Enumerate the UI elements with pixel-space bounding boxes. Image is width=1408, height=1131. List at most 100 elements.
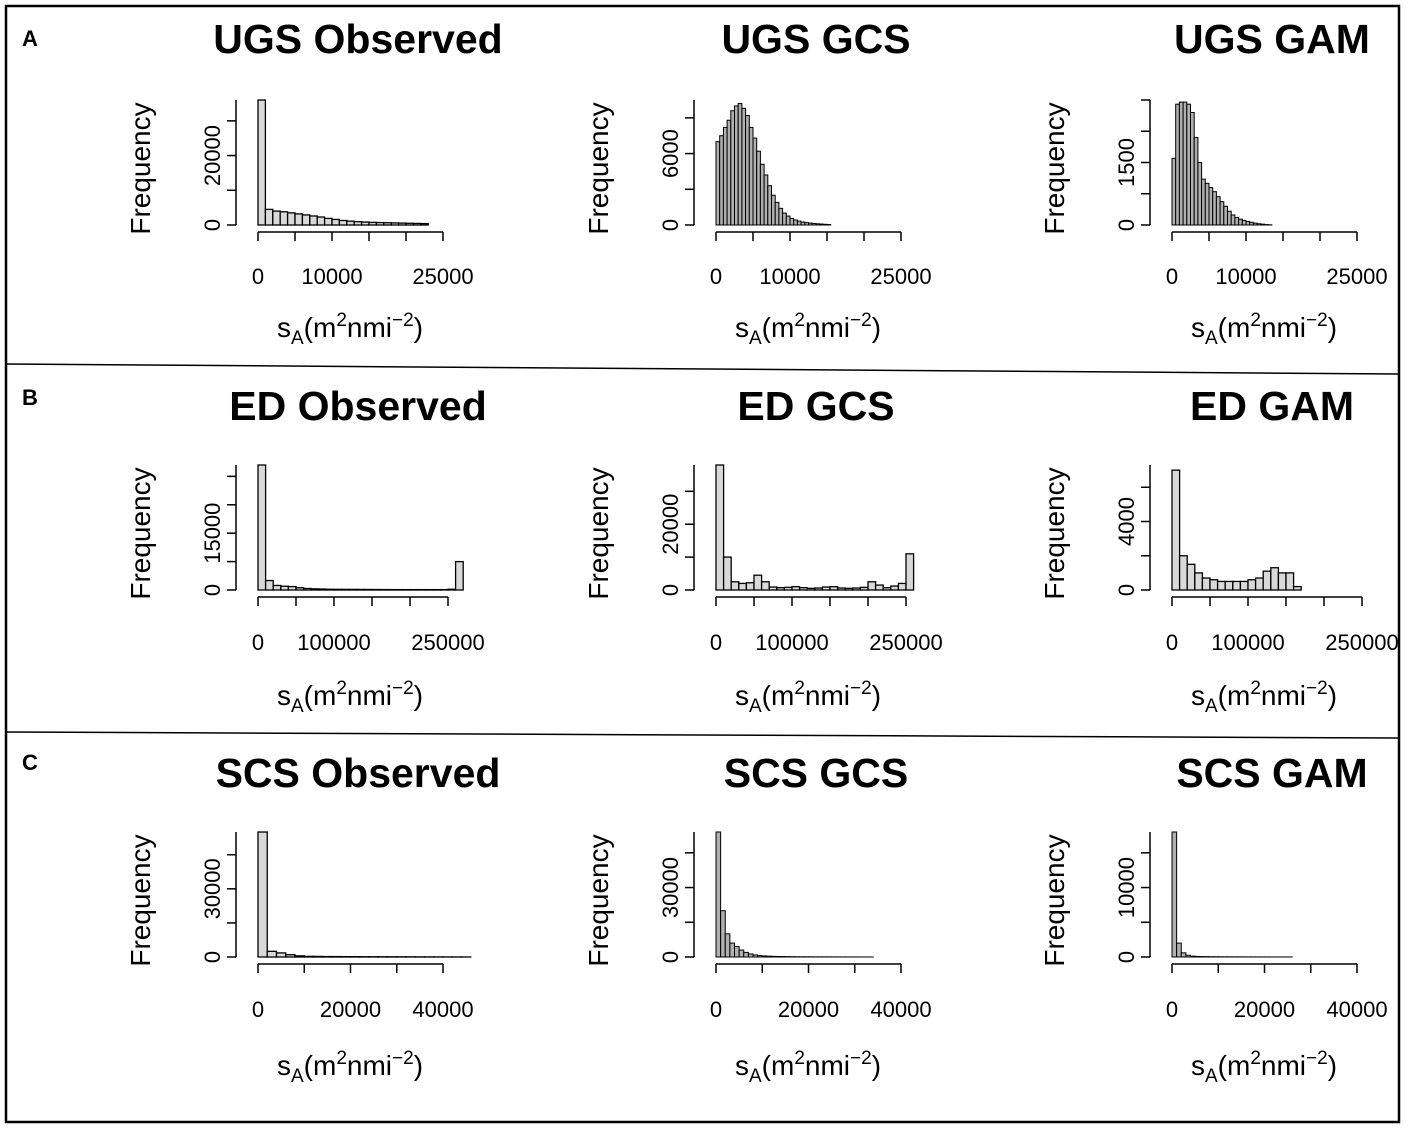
y-tick-label: 20000 bbox=[200, 125, 225, 186]
histogram-bar bbox=[275, 952, 287, 958]
histogram-bar bbox=[782, 212, 787, 226]
histogram-bar bbox=[1216, 580, 1226, 591]
histogram-ugs-gcs: UGS GCS Frequency 0 6000 0 10000 25000 sA(m2nmi… bbox=[583, 16, 932, 349]
histogram-scs-observed: SCS Observed Frequency 0 30000 0 20000 40000 sA… bbox=[125, 750, 500, 1087]
histogram-bar bbox=[1254, 577, 1264, 591]
histogram-bar bbox=[719, 135, 724, 226]
x-tick-label: 0 bbox=[1166, 264, 1178, 289]
panel-label-a: A bbox=[22, 26, 38, 51]
x-tick-label: 0 bbox=[710, 630, 722, 655]
x-tick-label: 40000 bbox=[1326, 997, 1387, 1022]
chart-title: UGS Observed bbox=[213, 16, 502, 62]
y-tick-label: 0 bbox=[200, 584, 225, 596]
histogram-bar bbox=[303, 955, 315, 958]
histogram-bar bbox=[272, 210, 281, 226]
histogram-bar bbox=[1230, 214, 1236, 226]
histogram-bar bbox=[808, 222, 813, 226]
x-axis-label: sA(m2nmi−2) bbox=[735, 1048, 881, 1087]
histogram-bar bbox=[331, 218, 341, 226]
histogram-bar bbox=[1247, 579, 1257, 591]
y-tick-label: 20000 bbox=[658, 494, 683, 555]
x-axis-label: sA(m2nmi−2) bbox=[277, 310, 423, 349]
histogram-bar bbox=[1292, 585, 1302, 591]
y-tick-label: 0 bbox=[1114, 951, 1139, 963]
histogram-bar bbox=[775, 955, 782, 958]
histogram-bar bbox=[748, 126, 754, 226]
histogram-bar bbox=[729, 942, 736, 958]
y-tick-label: 0 bbox=[1114, 219, 1139, 231]
histogram-bar bbox=[1171, 157, 1177, 226]
histogram-bar bbox=[759, 163, 765, 226]
histogram-bar bbox=[793, 219, 798, 226]
histogram-bar bbox=[785, 215, 791, 226]
histogram-bar bbox=[310, 588, 320, 591]
histogram-bar bbox=[266, 950, 278, 958]
histogram-bar bbox=[1175, 103, 1180, 226]
x-tick-label: 10000 bbox=[759, 264, 820, 289]
histogram-bar bbox=[811, 222, 817, 226]
histogram-bar bbox=[1238, 218, 1243, 226]
histogram-bar bbox=[771, 194, 776, 226]
histogram-bar bbox=[757, 955, 763, 958]
histogram-bar bbox=[897, 582, 907, 591]
histogram-bar bbox=[767, 185, 772, 226]
histogram-bar bbox=[356, 588, 366, 591]
x-tick-label: 0 bbox=[252, 630, 264, 655]
chart-title: ED Observed bbox=[229, 383, 487, 429]
y-axis-label: Frequency bbox=[125, 467, 156, 599]
y-tick-label: 6000 bbox=[658, 129, 683, 178]
x-tick-label: 0 bbox=[252, 264, 264, 289]
x-tick-label: 40000 bbox=[412, 997, 473, 1022]
histogram-ed-gam: ED GAM Frequency 0 4000 0 100000 250000 sA(m2nm… bbox=[1039, 383, 1399, 717]
histogram-bar bbox=[1176, 942, 1182, 958]
histogram-bar bbox=[815, 223, 821, 226]
x-tick-label: 20000 bbox=[778, 997, 839, 1022]
figure-frame bbox=[4, 4, 1401, 1124]
histogram-ed-observed: ED Observed Frequency 0 15000 0 100000 250000 s… bbox=[125, 383, 487, 717]
histogram-bar bbox=[753, 574, 763, 591]
histogram-bar bbox=[346, 220, 355, 226]
histogram-bar bbox=[722, 556, 732, 591]
histogram-bar bbox=[338, 219, 348, 226]
histogram-bar bbox=[1223, 205, 1229, 226]
histogram-bar bbox=[783, 586, 793, 591]
x-axis-label: sA(m2nmi−2) bbox=[277, 1048, 423, 1087]
y-axis-label: Frequency bbox=[1039, 834, 1070, 966]
histogram-bar bbox=[1178, 101, 1184, 226]
histogram-bar bbox=[752, 137, 758, 226]
histogram-bar bbox=[745, 582, 755, 591]
x-tick-label: 40000 bbox=[870, 997, 931, 1022]
histogram-scs-gam: SCS GAM Frequency 0 10000 0 20000 40000 sA(m2nm… bbox=[1039, 750, 1388, 1087]
histogram-bar bbox=[726, 119, 732, 226]
histogram-bar bbox=[1185, 954, 1192, 958]
y-axis-label: Frequency bbox=[1039, 102, 1070, 234]
panel-label-c: C bbox=[22, 750, 38, 775]
histogram-bar bbox=[1190, 112, 1195, 226]
histogram-bar bbox=[760, 581, 770, 591]
histogram-bar bbox=[294, 955, 305, 958]
x-tick-label: 0 bbox=[252, 997, 264, 1022]
histogram-bar bbox=[720, 910, 726, 958]
histogram-bar bbox=[852, 587, 862, 591]
histogram-bar bbox=[285, 954, 296, 958]
histogram-bar bbox=[1262, 570, 1272, 591]
histogram-bar bbox=[1239, 580, 1249, 591]
histogram-bar bbox=[294, 213, 304, 226]
histogram-ugs-gam: UGS GAM Frequency 0 1500 0 10000 25000 sA(m2nmi… bbox=[1039, 16, 1388, 349]
y-axis-label: Frequency bbox=[1039, 467, 1070, 599]
histogram-bar bbox=[737, 103, 743, 226]
histogram-bar bbox=[1224, 580, 1234, 591]
histogram-bar bbox=[280, 585, 290, 591]
histogram-bar bbox=[301, 214, 311, 226]
histogram-bar bbox=[1197, 162, 1203, 226]
histogram-bar bbox=[819, 223, 824, 226]
histogram-bar bbox=[318, 588, 328, 591]
histogram-bar bbox=[763, 174, 769, 226]
histogram-grid: UGS Observed Frequency 0 20000 0 10000 25000 sA… bbox=[125, 16, 1399, 1087]
x-tick-label: 0 bbox=[1166, 997, 1178, 1022]
histogram-bar bbox=[323, 217, 333, 226]
histogram-bar bbox=[747, 953, 754, 958]
x-tick-label: 250000 bbox=[411, 630, 484, 655]
panel-label-b: B bbox=[22, 385, 38, 410]
chart-title: SCS GAM bbox=[1176, 750, 1367, 796]
